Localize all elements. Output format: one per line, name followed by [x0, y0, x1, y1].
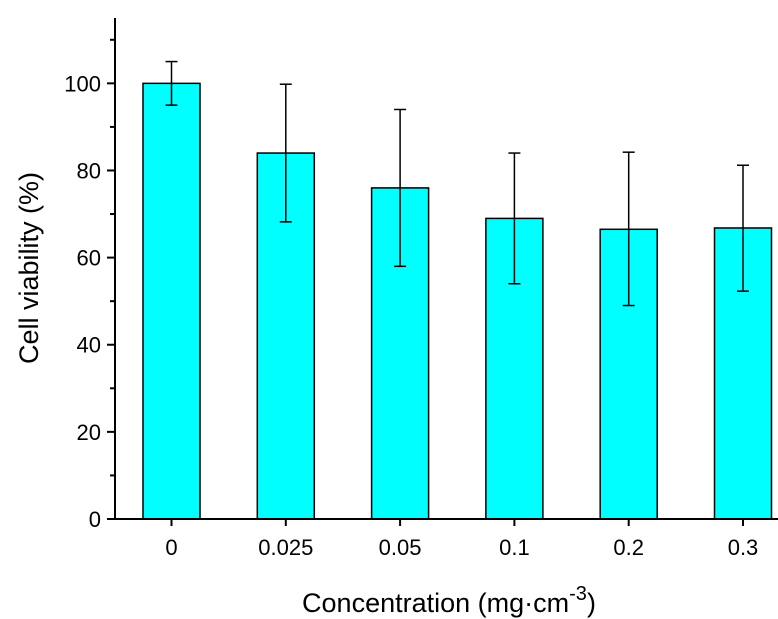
y-tick-label-40: 40	[77, 333, 101, 358]
y-tick-label-100: 100	[64, 71, 101, 96]
y-tick-label-20: 20	[77, 420, 101, 445]
x-tick-label-1: 0.025	[258, 535, 313, 560]
x-tick-label-4: 0.2	[613, 535, 644, 560]
y-tick-label-80: 80	[77, 158, 101, 183]
y-tick-label-0: 0	[89, 507, 101, 532]
x-axis-title: Concentration (mg·cm-3)	[302, 583, 596, 618]
x-tick-label-2: 0.05	[379, 535, 422, 560]
x-tick-label-3: 0.1	[499, 535, 530, 560]
x-axis-title-superscript: -3	[569, 583, 587, 605]
x-tick-label-5: 0.3	[728, 535, 759, 560]
plot-area: 0 0.025 0.05 0.1 0.2 0.3 0 20 40 60 80 100	[64, 18, 778, 560]
x-axis-title-main: Concentration (mg·cm	[302, 588, 569, 618]
y-axis-title: Cell viability (%)	[14, 172, 44, 364]
y-tick-label-60: 60	[77, 246, 101, 271]
x-axis-title-end: )	[587, 588, 596, 618]
x-tick-label-0: 0	[165, 535, 177, 560]
bar-0	[143, 83, 200, 519]
